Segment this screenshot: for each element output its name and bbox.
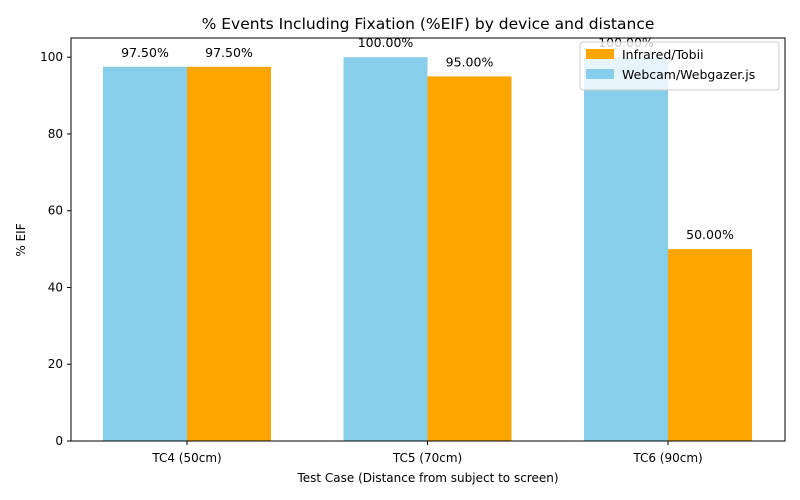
chart-title: % Events Including Fixation (%EIF) by de… xyxy=(202,15,655,33)
x-tick-label: TC4 (50cm) xyxy=(151,451,221,465)
legend-label-webcam: Webcam/Webgazer.js xyxy=(622,67,755,82)
legend-swatch-webcam xyxy=(586,69,614,79)
legend-swatch-infrared xyxy=(586,49,614,59)
bar-infrared-2 xyxy=(427,76,512,441)
y-tick-label: 80 xyxy=(48,127,63,141)
y-axis-label: % EIF xyxy=(14,223,28,256)
y-tick-label: 100 xyxy=(40,50,63,64)
bar-webcam-1 xyxy=(103,66,187,442)
plot-area: 97.50%100.00%100.00%97.50%95.00%50.00%02… xyxy=(40,35,752,465)
legend-box xyxy=(579,41,780,91)
legend: Infrared/Tobii Webcam/Webgazer.js xyxy=(579,41,780,91)
plot-frame xyxy=(70,37,786,442)
bar-webcam-3 xyxy=(584,57,668,441)
y-tick-label: 0 xyxy=(55,434,63,448)
y-tick-label: 20 xyxy=(48,357,63,371)
x-axis-label: Test Case (Distance from subject to scre… xyxy=(296,471,558,485)
x-tick-label: TC6 (90cm) xyxy=(632,451,702,465)
bar-webcam-2 xyxy=(343,57,428,441)
y-tick-label: 40 xyxy=(48,280,63,294)
bar-infrared-3 xyxy=(668,249,752,441)
bar-infrared-1 xyxy=(187,66,271,442)
x-tick-label: TC5 (70cm) xyxy=(392,451,462,465)
data-label: 97.50% xyxy=(121,45,169,60)
legend-label-infrared: Infrared/Tobii xyxy=(622,47,704,62)
data-label: 100.00% xyxy=(358,35,414,50)
data-label: 95.00% xyxy=(446,54,494,69)
y-tick-label: 60 xyxy=(48,204,63,218)
data-label: 97.50% xyxy=(205,45,253,60)
data-label: 50.00% xyxy=(686,227,734,242)
